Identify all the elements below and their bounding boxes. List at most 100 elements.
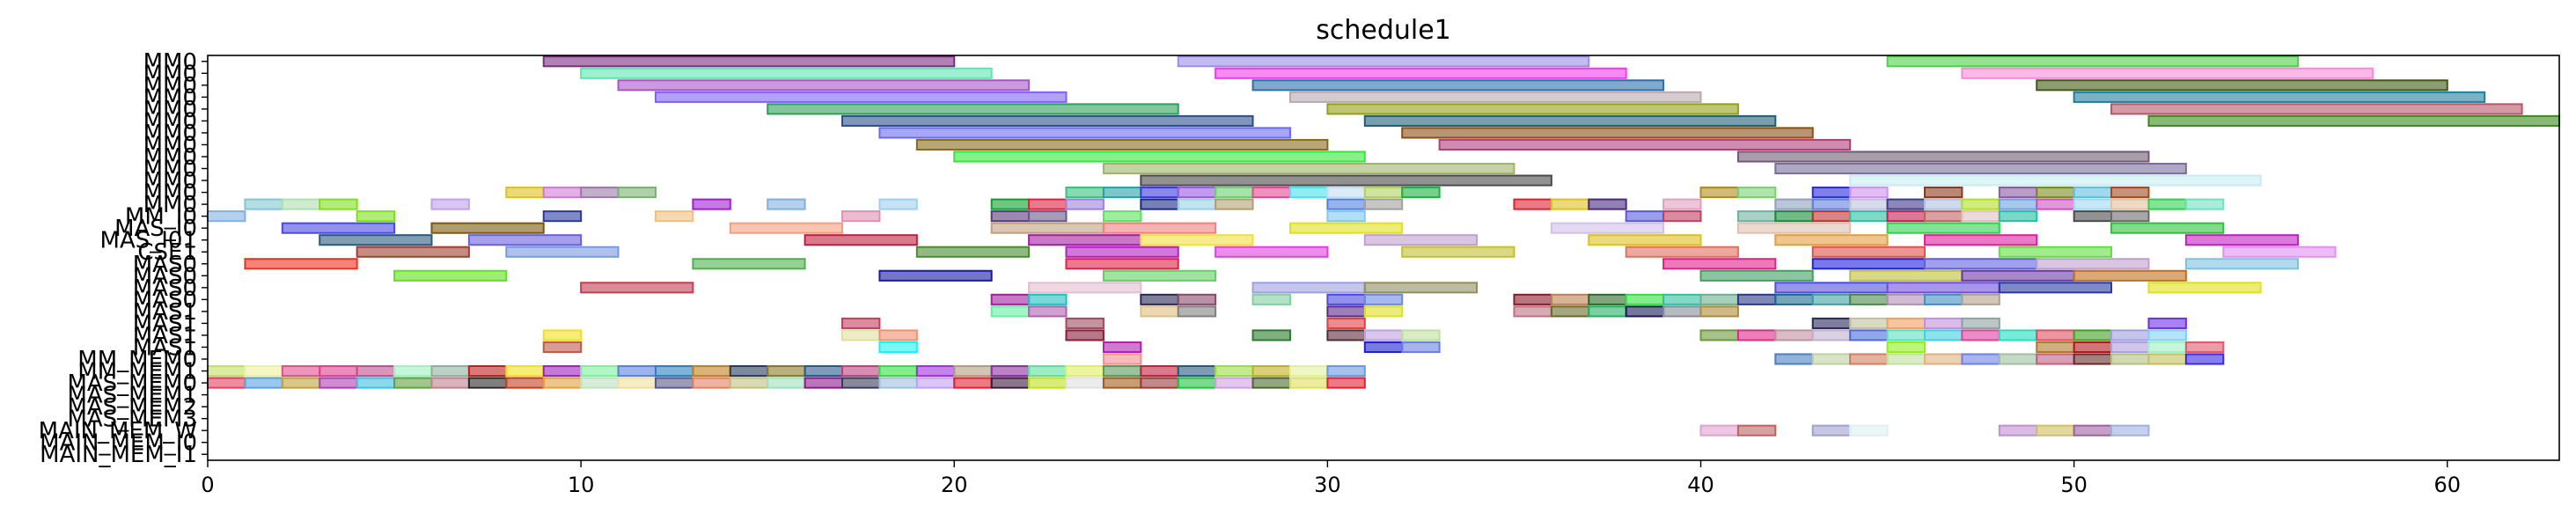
task-bar — [1140, 234, 1254, 246]
task-bar — [430, 198, 470, 210]
y-tick-label: MAIN_MEM_I1 — [40, 442, 197, 468]
task-bar — [1662, 198, 1702, 210]
task-bar — [692, 258, 806, 270]
task-bar — [1251, 187, 1291, 199]
y-tick-label: MM0 — [143, 84, 197, 111]
task-bar — [1736, 210, 1777, 223]
task-bar — [878, 198, 918, 210]
task-bar — [207, 377, 246, 389]
task-bar — [2110, 341, 2150, 354]
task-bar — [1886, 341, 1926, 354]
task-bar — [1251, 293, 1291, 305]
task-bar — [1215, 67, 1627, 79]
task-bar — [1736, 329, 1777, 341]
task-bar — [990, 364, 1031, 378]
x-tick-label: 0 — [201, 473, 214, 497]
task-bar — [2147, 317, 2187, 329]
task-bar — [1774, 282, 1889, 294]
task-bar — [2110, 103, 2523, 115]
y-tick-label: MM0 — [143, 73, 197, 99]
task-bar — [1811, 258, 1926, 270]
y-axis-ticks: MM0MM0MM0MM0MM0MM0MM0MM0MM0MM0MM0MM0MM0M… — [39, 49, 208, 468]
task-bar — [1065, 187, 1105, 199]
task-bar — [580, 187, 620, 199]
task-bar — [2147, 198, 2187, 210]
task-bar — [1251, 79, 1665, 92]
task-bar — [654, 364, 694, 378]
y-tick-label: MAS_I01 — [100, 228, 197, 254]
task-bar — [990, 222, 1105, 234]
task-bar — [244, 364, 283, 378]
task-bar — [1215, 198, 1254, 210]
task-bar — [1923, 210, 1963, 223]
task-bar — [990, 210, 1031, 223]
task-bar — [1177, 305, 1217, 318]
x-tick-label: 40 — [1687, 473, 1714, 497]
task-bar — [1102, 364, 1142, 378]
task-bar — [1961, 293, 2000, 305]
task-bar — [2110, 222, 2225, 234]
task-bar — [1625, 246, 1739, 258]
task-bar — [1961, 317, 2000, 329]
task-bar — [1102, 377, 1142, 389]
task-bar — [1774, 234, 1889, 246]
task-bar — [1363, 187, 1404, 199]
y-tick-label: MAS1 — [133, 334, 197, 361]
task-bar — [2073, 269, 2187, 282]
y-tick-label: CSE1 — [137, 239, 197, 266]
task-bar — [542, 364, 583, 378]
task-bar — [1886, 222, 2000, 234]
task-bar — [207, 364, 246, 378]
y-tick-label: MM0 — [143, 97, 197, 123]
task-bar — [2036, 341, 2075, 354]
task-bar — [1699, 293, 1739, 305]
task-bar — [1736, 293, 1777, 305]
task-bar — [1288, 364, 1329, 378]
task-bar — [1363, 114, 1777, 127]
task-bar — [356, 377, 396, 389]
task-bar — [1215, 377, 1254, 389]
task-bar — [617, 377, 657, 389]
task-bar — [2036, 329, 2075, 341]
task-bar — [1961, 67, 2374, 79]
task-bar — [1102, 341, 1142, 354]
task-bar — [1625, 305, 1665, 318]
task-bar — [1177, 293, 1217, 305]
task-bar — [2184, 341, 2225, 354]
plot-frame — [207, 55, 2560, 461]
x-tick-label: 20 — [941, 473, 968, 497]
task-bar — [2147, 282, 2262, 294]
task-bar — [990, 293, 1031, 305]
task-bar — [1774, 210, 1814, 223]
task-bar — [1699, 269, 1814, 282]
task-bar — [953, 377, 993, 389]
task-bar — [2110, 210, 2150, 223]
task-bar — [1363, 282, 1479, 294]
task-bar — [1251, 329, 1291, 341]
task-bar — [1662, 210, 1702, 223]
task-bar — [1811, 246, 1926, 258]
task-bar — [2110, 329, 2150, 341]
task-bar — [1588, 198, 1627, 210]
task-bar — [654, 91, 1068, 103]
task-bar — [1886, 293, 1926, 305]
task-bar — [207, 210, 246, 223]
task-bar — [2110, 424, 2150, 437]
task-bar — [1326, 364, 1366, 378]
task-bar — [767, 377, 806, 389]
task-bar — [1513, 198, 1552, 210]
task-bar — [1811, 187, 1852, 199]
task-bar — [767, 198, 806, 210]
task-bar — [1288, 187, 1329, 199]
task-bar — [1028, 234, 1142, 246]
y-tick-label: MAS1 — [133, 299, 197, 326]
task-bar — [1326, 103, 1739, 115]
task-bar — [393, 377, 433, 389]
task-bar — [1326, 187, 1366, 199]
task-bar — [281, 377, 321, 389]
task-bar — [1998, 246, 2113, 258]
task-bar — [1140, 187, 1179, 199]
task-bar — [542, 341, 583, 354]
task-bar — [1028, 377, 1068, 389]
task-bar — [580, 67, 993, 79]
